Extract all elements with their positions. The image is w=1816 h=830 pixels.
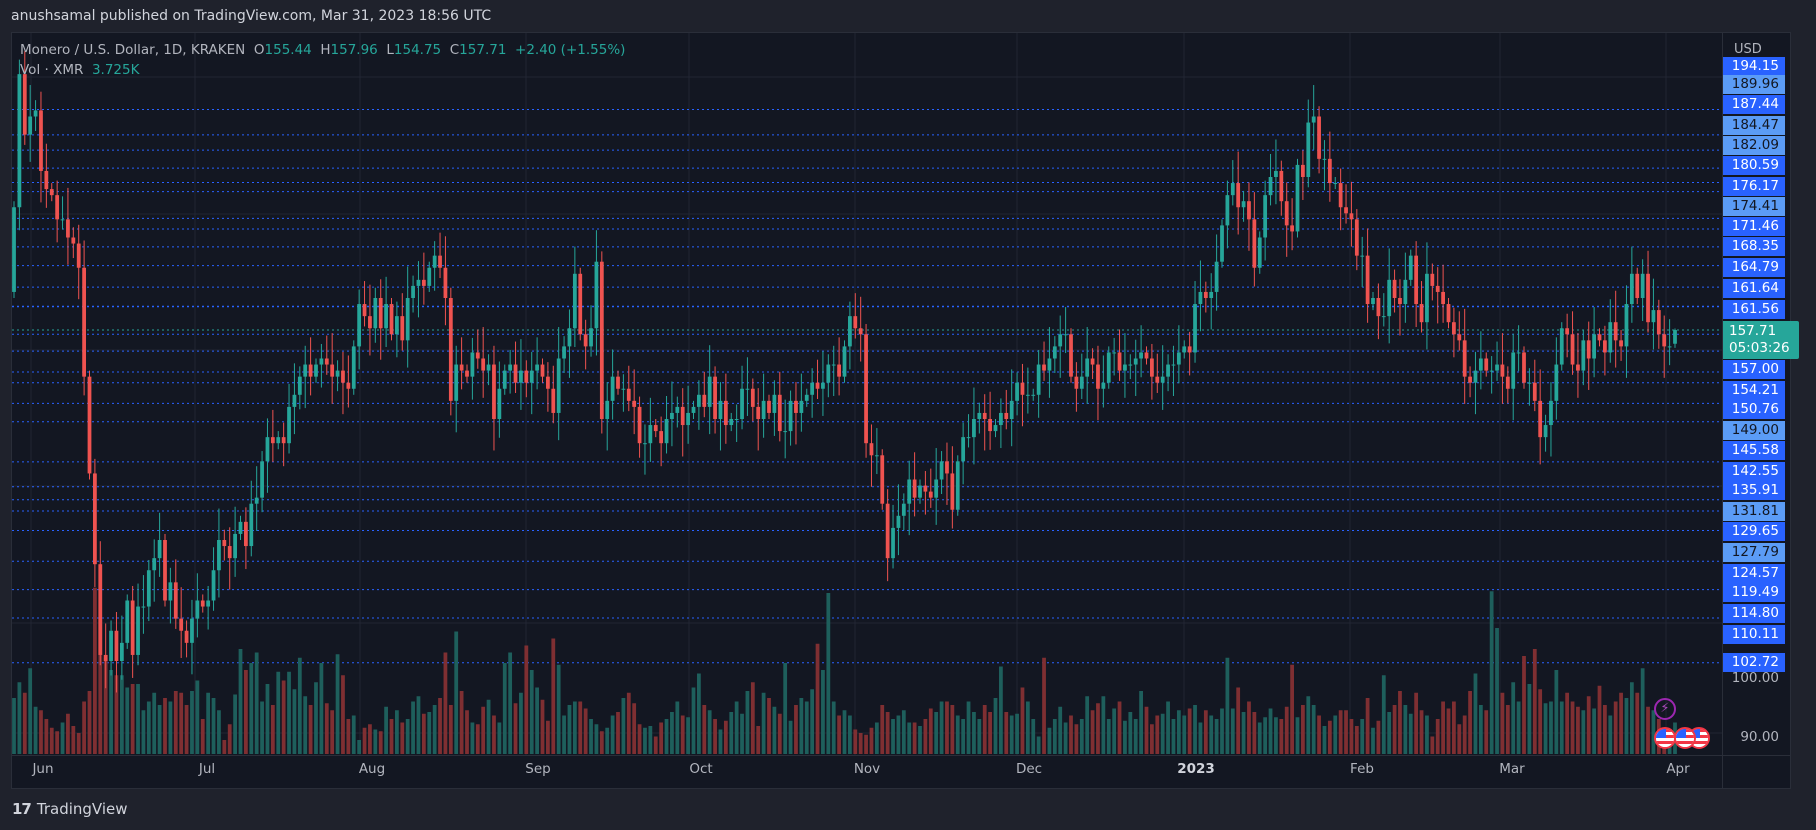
price-level-label: 124.57: [1723, 563, 1785, 583]
time-axis-label: Dec: [1015, 761, 1043, 777]
price-level-label: 131.81: [1723, 502, 1785, 522]
price-level-label: 174.41: [1723, 196, 1785, 216]
price-axis-divider: [1722, 33, 1723, 788]
price-level-label: 90.00: [1740, 729, 1779, 746]
change-value: +2.40 (+1.55%): [515, 42, 626, 58]
price-level-label: 119.49: [1723, 583, 1785, 603]
current-price: 157.71: [1729, 323, 1777, 339]
time-axis-label: Jun: [32, 761, 54, 777]
time-axis-label: Nov: [853, 761, 881, 777]
tradingview-logo[interactable]: 17 TradingView: [12, 800, 128, 818]
price-level-label: 176.17: [1723, 176, 1785, 196]
price-level-label: 180.59: [1723, 156, 1785, 176]
us-flag-event-icon[interactable]: [1654, 727, 1676, 749]
close-value: 157.71: [459, 42, 507, 58]
tradingview-logo-icon: 17: [12, 800, 32, 818]
ohlc-legend: Monero / U.S. Dollar, 1D, KRAKEN O155.44…: [20, 42, 626, 58]
price-level-label: 145.58: [1723, 440, 1785, 460]
open-value: 155.44: [264, 42, 312, 58]
price-level-label: 102.72: [1723, 652, 1785, 672]
high-value: 157.96: [330, 42, 378, 58]
volume-value: 3.725K: [91, 62, 140, 78]
time-axis-label: Feb: [1350, 761, 1374, 777]
price-level-label: 142.55: [1723, 461, 1785, 481]
price-level-label: 114.80: [1723, 604, 1785, 624]
price-level-label: 157.00: [1723, 359, 1785, 379]
publish-info: anushsamal published on TradingView.com,…: [11, 8, 492, 24]
us-flag-event-icon[interactable]: [1674, 727, 1696, 749]
time-axis-label: 2023: [1177, 761, 1215, 777]
price-level-label: 194.15: [1723, 56, 1785, 76]
time-axis-label: Apr: [1666, 761, 1690, 777]
time-axis-label: Aug: [358, 761, 386, 777]
price-level-label: 168.35: [1723, 237, 1785, 257]
price-level-label: 129.65: [1723, 522, 1785, 542]
price-level-label: 150.76: [1723, 400, 1785, 420]
volume-label[interactable]: Vol · XMR: [20, 62, 84, 78]
price-level-label: 184.47: [1723, 115, 1785, 135]
price-level-label: 161.56: [1723, 299, 1785, 319]
price-level-label: 100.00: [1731, 670, 1779, 687]
currency-label[interactable]: USD: [1734, 42, 1762, 57]
price-level-label: 187.44: [1723, 94, 1785, 114]
price-level-label: 154.21: [1723, 380, 1785, 400]
time-axis-label: Mar: [1499, 761, 1525, 777]
price-level-label: 127.79: [1723, 542, 1785, 562]
time-axis-label: Sep: [525, 761, 551, 777]
price-level-label: 182.09: [1723, 136, 1785, 156]
time-axis-label: Jul: [198, 761, 216, 777]
price-level-label: 161.64: [1723, 278, 1785, 298]
price-level-label: 171.46: [1723, 217, 1785, 237]
price-level-label: 189.96: [1723, 75, 1785, 95]
candlestick-chart[interactable]: [12, 33, 1722, 755]
price-level-label: 149.00: [1723, 421, 1785, 441]
symbol-title[interactable]: Monero / U.S. Dollar, 1D, KRAKEN: [20, 42, 246, 58]
current-price-label: 157.71 05:03:26: [1723, 321, 1799, 359]
logo-text: TradingView: [36, 800, 128, 818]
low-value: 154.75: [393, 42, 442, 58]
price-level-label: 164.79: [1723, 257, 1785, 277]
price-level-label: 110.11: [1723, 625, 1785, 645]
bar-countdown: 05:03:26: [1729, 340, 1790, 356]
volume-legend: Vol · XMR 3.725K: [20, 62, 139, 78]
lightning-event-icon[interactable]: ⚡: [1654, 698, 1676, 720]
price-level-label: 135.91: [1723, 481, 1785, 501]
time-axis-divider: [12, 755, 1790, 756]
time-axis-label: Oct: [689, 761, 713, 777]
